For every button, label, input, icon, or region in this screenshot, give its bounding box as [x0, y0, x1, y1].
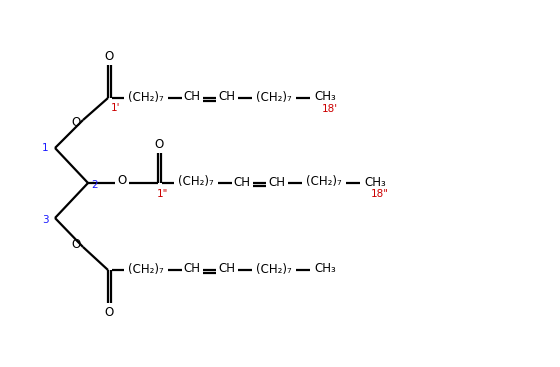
- Text: 1: 1: [41, 143, 48, 153]
- Text: CH₃: CH₃: [314, 262, 336, 276]
- Text: (CH₂)₇: (CH₂)₇: [256, 262, 292, 276]
- Text: 3: 3: [41, 215, 48, 225]
- Text: (CH₂)₇: (CH₂)₇: [306, 175, 342, 189]
- Text: (CH₂)₇: (CH₂)₇: [256, 91, 292, 103]
- Text: CH: CH: [218, 262, 236, 276]
- Text: O: O: [71, 239, 81, 251]
- Text: O: O: [104, 305, 114, 319]
- Text: CH: CH: [218, 91, 236, 103]
- Text: CH: CH: [268, 175, 286, 189]
- Text: 1": 1": [157, 189, 169, 199]
- Text: (CH₂)₇: (CH₂)₇: [128, 91, 164, 103]
- Text: (CH₂)₇: (CH₂)₇: [128, 262, 164, 276]
- Text: (CH₂)₇: (CH₂)₇: [178, 175, 214, 189]
- Text: O: O: [71, 116, 81, 128]
- Text: CH: CH: [234, 175, 250, 189]
- Text: O: O: [155, 138, 164, 152]
- Text: O: O: [104, 51, 114, 63]
- Text: 18": 18": [371, 189, 389, 199]
- Text: CH: CH: [184, 91, 200, 103]
- Text: CH₃: CH₃: [314, 91, 336, 103]
- Text: CH₃: CH₃: [364, 175, 386, 189]
- Text: 1': 1': [111, 103, 121, 113]
- Text: CH: CH: [184, 262, 200, 276]
- Text: O: O: [118, 174, 127, 188]
- Text: 18': 18': [322, 104, 338, 114]
- Text: 2: 2: [92, 180, 99, 190]
